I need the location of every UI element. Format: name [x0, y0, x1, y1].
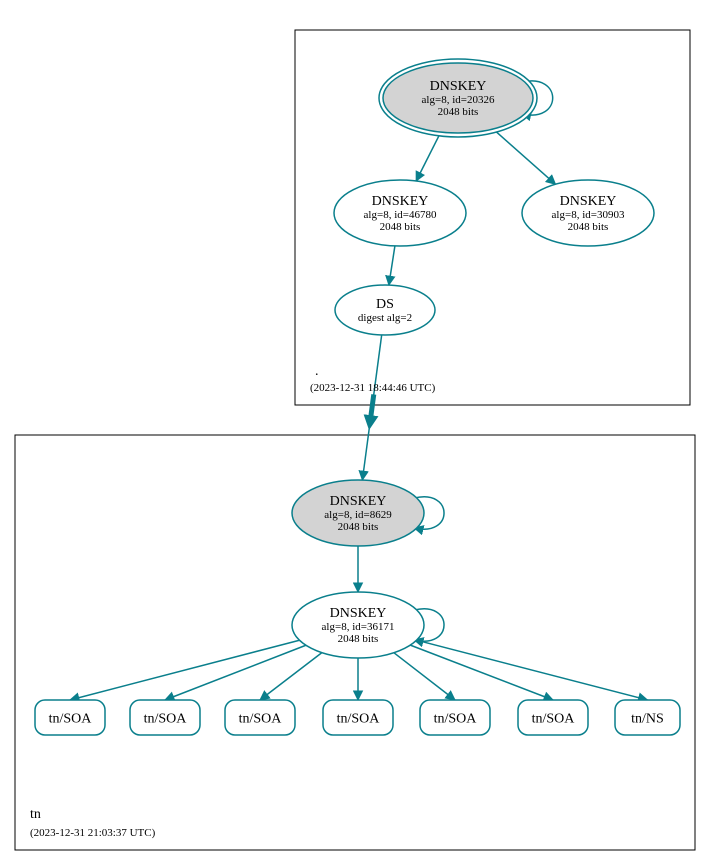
edge-tn_zsk-leaf6	[410, 645, 553, 700]
edge-tn_zsk-leaf2	[165, 645, 306, 700]
node-line2: digest alg=2	[358, 312, 412, 324]
node-line2: alg=8, id=30903	[552, 209, 625, 221]
node-leaf2: tn/SOA	[130, 700, 200, 735]
node-label: tn/SOA	[144, 712, 188, 727]
zone-timestamp-root: (2023-12-31 18:44:46 UTC)	[310, 382, 436, 394]
node-line3: 2048 bits	[380, 221, 421, 233]
node-label: tn/NS	[631, 712, 664, 727]
dnssec-diagram: DNSKEYalg=8, id=203262048 bitsDNSKEYalg=…	[0, 0, 711, 865]
node-root_ksk: DNSKEYalg=8, id=203262048 bits	[379, 59, 537, 137]
node-leaf5: tn/SOA	[420, 700, 490, 735]
node-root_zsk2: DNSKEYalg=8, id=309032048 bits	[522, 180, 654, 246]
node-root_zsk1: DNSKEYalg=8, id=467802048 bits	[334, 180, 466, 246]
node-line2: alg=8, id=36171	[322, 621, 395, 633]
edge-tn_zsk-leaf5	[394, 653, 455, 700]
node-line2: alg=8, id=20326	[422, 94, 495, 106]
node-label: tn/SOA	[337, 712, 381, 727]
node-title: DS	[376, 297, 394, 312]
edge-root_zsk1-root_ds	[389, 246, 395, 285]
node-title: DNSKEY	[430, 79, 487, 94]
node-line2: alg=8, id=8629	[324, 509, 392, 521]
node-title: DNSKEY	[560, 194, 617, 209]
node-leaf1: tn/SOA	[35, 700, 105, 735]
zone-timestamp-tn: (2023-12-31 21:03:37 UTC)	[30, 827, 156, 839]
edge-tn_zsk-leaf7	[417, 640, 648, 700]
node-line2: alg=8, id=46780	[364, 209, 437, 221]
node-tn_ksk: DNSKEYalg=8, id=86292048 bits	[292, 480, 424, 546]
edge-thick-stub	[370, 394, 374, 424]
node-title: DNSKEY	[330, 606, 387, 621]
node-label: tn/SOA	[239, 712, 283, 727]
edge-tn_zsk-leaf1	[70, 640, 299, 700]
node-root_ds: DSdigest alg=2	[335, 285, 435, 335]
zone-label-root: .	[315, 364, 319, 379]
node-leaf6: tn/SOA	[518, 700, 588, 735]
node-tn_zsk: DNSKEYalg=8, id=361712048 bits	[292, 592, 424, 658]
node-label: tn/SOA	[49, 712, 93, 727]
node-leaf4: tn/SOA	[323, 700, 393, 735]
node-line3: 2048 bits	[568, 221, 609, 233]
node-label: tn/SOA	[532, 712, 576, 727]
node-line3: 2048 bits	[338, 633, 379, 645]
node-line3: 2048 bits	[338, 521, 379, 533]
edge-root_ksk-root_zsk1	[416, 132, 441, 181]
node-title: DNSKEY	[372, 194, 429, 209]
node-leaf7: tn/NS	[615, 700, 680, 735]
node-title: DNSKEY	[330, 494, 387, 509]
edge-root_ksk-root_zsk2	[493, 129, 556, 184]
node-leaf3: tn/SOA	[225, 700, 295, 735]
zone-label-tn: tn	[30, 807, 41, 822]
node-line3: 2048 bits	[438, 106, 479, 118]
node-label: tn/SOA	[434, 712, 478, 727]
